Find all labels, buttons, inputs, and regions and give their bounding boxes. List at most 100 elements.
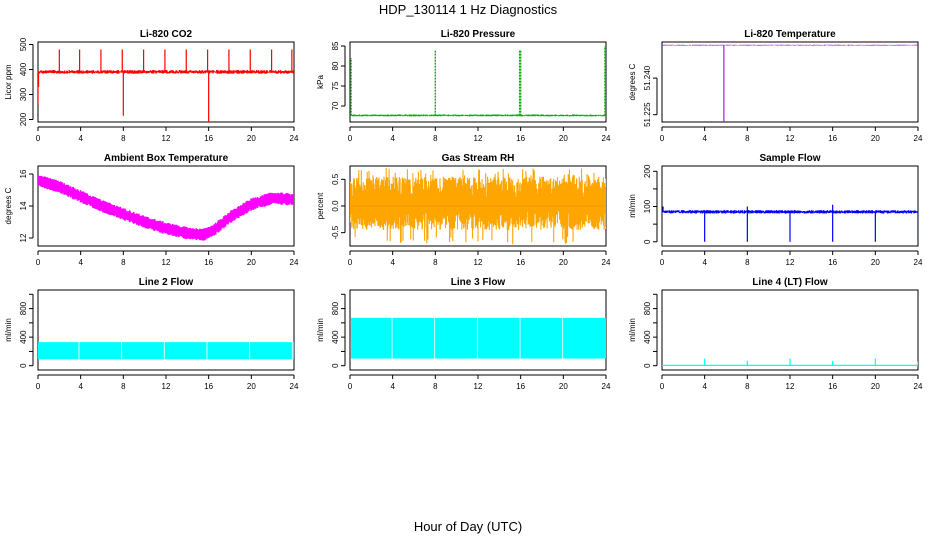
data-layer bbox=[38, 175, 294, 241]
x-tick-label: 0 bbox=[348, 134, 353, 143]
series-band bbox=[38, 342, 79, 360]
x-tick-label: 0 bbox=[348, 382, 353, 391]
x-tick-label: 4 bbox=[78, 258, 83, 267]
panel-co2: Li-820 CO2 Licor ppm 0 4 8 12 16 20 24 200 300 400 5… bbox=[4, 29, 299, 143]
x-tick-label: 20 bbox=[871, 258, 880, 267]
x-tick-label: 20 bbox=[247, 382, 256, 391]
data-layer bbox=[662, 358, 918, 366]
data-layer bbox=[351, 317, 606, 359]
x-tick-label: 4 bbox=[702, 134, 707, 143]
x-tick-label: 4 bbox=[390, 382, 395, 391]
x-tick-label: 12 bbox=[162, 382, 171, 391]
series-band bbox=[292, 342, 294, 360]
y-tick-label: 0.0 bbox=[331, 200, 340, 212]
x-tick-label: 0 bbox=[660, 258, 665, 267]
panel-line4: Line 4 (LT) Flow ml/min 0 4 8 12 16 20 24 0 400 800 bbox=[628, 277, 923, 391]
x-tick-label: 16 bbox=[516, 258, 525, 267]
y-tick-label: 400 bbox=[331, 330, 340, 344]
x-tick-label: 12 bbox=[474, 134, 483, 143]
plot-frame bbox=[661, 289, 919, 371]
series-band bbox=[435, 317, 477, 359]
series-band bbox=[79, 342, 122, 360]
x-tick-label: 8 bbox=[121, 134, 126, 143]
y-tick-label: 75 bbox=[331, 81, 340, 90]
series-band bbox=[662, 44, 918, 46]
panel-title: Sample Flow bbox=[759, 153, 820, 164]
data-layer bbox=[38, 342, 294, 360]
panel-title: Ambient Box Temperature bbox=[104, 153, 229, 164]
x-tick-label: 16 bbox=[828, 258, 837, 267]
x-tick-label: 16 bbox=[204, 258, 213, 267]
x-tick-label: 20 bbox=[871, 382, 880, 391]
y-tick-label: 800 bbox=[331, 301, 340, 315]
y-axis-label: ml/min bbox=[628, 318, 637, 342]
y-tick-label: 51.240 bbox=[643, 65, 652, 90]
data-layer bbox=[350, 46, 606, 117]
x-tick-label: 24 bbox=[914, 382, 923, 391]
x-tick-label: 0 bbox=[36, 258, 41, 267]
x-tick-label: 20 bbox=[559, 258, 568, 267]
x-tick-label: 12 bbox=[786, 382, 795, 391]
data-layer bbox=[662, 44, 918, 122]
y-tick-label: 80 bbox=[331, 61, 340, 70]
y-tick-label: 200 bbox=[643, 164, 652, 178]
y-tick-label: 500 bbox=[19, 37, 28, 51]
x-tick-label: 16 bbox=[516, 134, 525, 143]
x-tick-label: 16 bbox=[204, 134, 213, 143]
panel-pressure: Li-820 Pressure kPa 0 4 8 12 16 20 24 70 75 80 85 bbox=[316, 29, 611, 143]
x-tick-label: 12 bbox=[786, 134, 795, 143]
panel-title: Gas Stream RH bbox=[442, 153, 515, 164]
series-band bbox=[38, 175, 294, 241]
x-tick-label: 16 bbox=[516, 382, 525, 391]
x-tick-label: 16 bbox=[828, 382, 837, 391]
x-tick-label: 24 bbox=[602, 134, 611, 143]
series-band bbox=[164, 342, 207, 360]
x-tick-label: 12 bbox=[474, 258, 483, 267]
x-tick-label: 8 bbox=[745, 258, 750, 267]
x-tick-label: 4 bbox=[702, 382, 707, 391]
x-tick-label: 24 bbox=[290, 134, 299, 143]
panel-sample: Sample Flow ml/min 0 4 8 12 16 20 24 0 100 200 bbox=[628, 153, 923, 267]
y-tick-label: 100 bbox=[643, 199, 652, 213]
series-band bbox=[38, 70, 294, 74]
y-tick-label: 200 bbox=[19, 112, 28, 126]
y-axis-label: kPa bbox=[316, 75, 325, 89]
y-tick-label: 0 bbox=[19, 363, 28, 368]
series-band bbox=[392, 317, 435, 359]
y-tick-label: 0 bbox=[643, 239, 652, 244]
x-tick-label: 4 bbox=[702, 258, 707, 267]
series-band bbox=[350, 167, 606, 245]
x-tick-label: 0 bbox=[36, 134, 41, 143]
x-tick-label: 8 bbox=[433, 382, 438, 391]
data-layer bbox=[38, 49, 294, 122]
y-tick-label: 70 bbox=[331, 101, 340, 110]
plot-frame bbox=[349, 41, 607, 123]
plot-frame bbox=[37, 289, 295, 371]
x-tick-label: 12 bbox=[162, 258, 171, 267]
y-axis-label: ml/min bbox=[316, 318, 325, 342]
y-tick-label: 51.225 bbox=[643, 102, 652, 127]
panel-title: Li-820 Temperature bbox=[744, 29, 836, 40]
y-tick-label: 16 bbox=[19, 169, 28, 178]
x-tick-label: 8 bbox=[745, 134, 750, 143]
x-tick-label: 20 bbox=[247, 258, 256, 267]
y-axis-label: degrees C bbox=[4, 187, 13, 224]
x-tick-label: 0 bbox=[660, 134, 665, 143]
y-axis-label: Licor ppm bbox=[4, 64, 13, 99]
x-tick-label: 16 bbox=[828, 134, 837, 143]
y-tick-label: 85 bbox=[331, 41, 340, 50]
y-tick-label: 300 bbox=[19, 87, 28, 101]
x-tick-label: 8 bbox=[433, 134, 438, 143]
x-tick-label: 4 bbox=[78, 134, 83, 143]
panel-ambient: Ambient Box Temperature degrees C 0 4 8 12 16 2… bbox=[4, 153, 299, 267]
x-tick-label: 24 bbox=[290, 382, 299, 391]
x-tick-label: 4 bbox=[390, 258, 395, 267]
y-tick-label: 400 bbox=[19, 62, 28, 76]
panel-line2: Line 2 Flow ml/min 0 4 8 12 16 20 24 0 400 800 bbox=[4, 277, 299, 391]
plot-frame bbox=[37, 165, 295, 247]
x-tick-label: 20 bbox=[247, 134, 256, 143]
x-tick-label: 20 bbox=[559, 134, 568, 143]
panel-title: Line 2 Flow bbox=[139, 277, 194, 288]
series-band bbox=[122, 342, 164, 360]
